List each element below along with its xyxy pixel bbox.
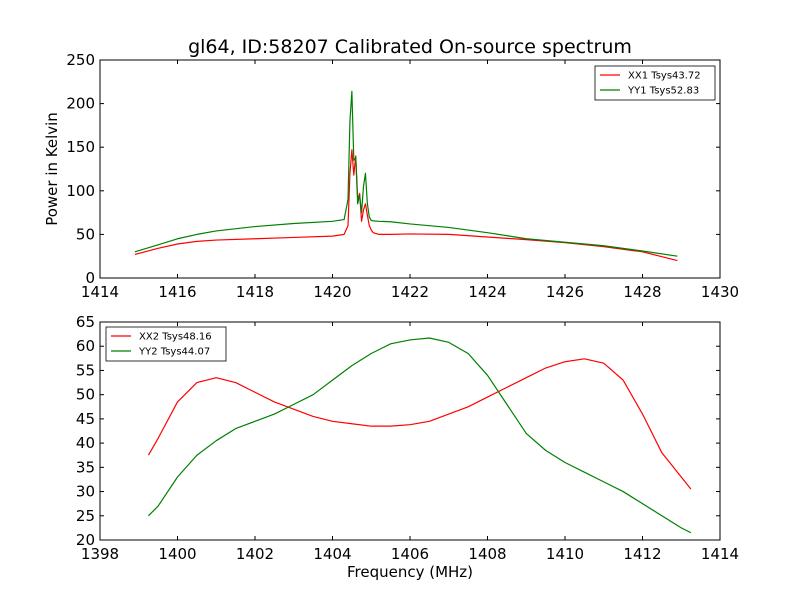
plot1-xtick-label: 1410 xyxy=(546,545,584,563)
plot0-xtick-label: 1420 xyxy=(313,283,351,301)
plot1-legend-label-0: XX2 Tsys48.16 xyxy=(139,332,212,343)
plot1-legend-box xyxy=(105,326,227,362)
bottom-xlabel: Frequency (MHz) xyxy=(347,563,473,581)
plot1-legend-label-1: YY2 Tsys44.07 xyxy=(138,347,210,358)
plot1-xtick-label: 1398 xyxy=(81,545,119,563)
plot0-xtick-label: 1422 xyxy=(391,283,429,301)
plot1-ytick-label: 20 xyxy=(76,531,95,549)
plot1-xtick-label: 1406 xyxy=(391,545,429,563)
bottom-plot: 1398 1400 1402 1404 1406 1408 1410 1412 1414 20 25… xyxy=(76,313,739,563)
plot1-xtick-label: 1402 xyxy=(236,545,274,563)
plot0-series-1-line xyxy=(134,90,678,257)
plot1-ytick-label: 55 xyxy=(76,361,95,379)
plot0-xtick-label: 1426 xyxy=(546,283,584,301)
top-ylabel: Power in Kelvin xyxy=(43,112,61,226)
plot1-xtick-label: 1404 xyxy=(313,545,351,563)
top-plot: 1414 1416 1418 1420 1422 1424 1426 1428 1430 0 50 1… xyxy=(66,51,739,301)
plot1-ytick-label: 30 xyxy=(76,483,95,501)
plot0-ytick-label: 200 xyxy=(66,95,95,113)
plot1-series-1-line xyxy=(148,337,692,534)
plot0-xtick-label: 1416 xyxy=(158,283,196,301)
plot0-xtick-label: 1430 xyxy=(701,283,739,301)
plot1-xtick-label: 1408 xyxy=(468,545,506,563)
plot0-series-0-line xyxy=(134,149,678,262)
plot0-legend-box xyxy=(594,65,716,101)
plot0-xtick-label: 1414 xyxy=(81,283,119,301)
plot1-ytick-label: 60 xyxy=(76,337,95,355)
plot1-ytick-label: 50 xyxy=(76,386,95,404)
plot1-xtick-label: 1400 xyxy=(158,545,196,563)
plot0-xtick-label: 1418 xyxy=(236,283,274,301)
plot0-xtick-label: 1424 xyxy=(468,283,506,301)
plot0-xtick-label: 1428 xyxy=(623,283,661,301)
plot0-ytick-label: 100 xyxy=(66,182,95,200)
plot0-ytick-label: 0 xyxy=(85,269,95,287)
plot1-xtick-label: 1414 xyxy=(701,545,739,563)
plot1-ytick-label: 45 xyxy=(76,410,95,428)
page-title: gl64, ID:58207 Calibrated On-source spec… xyxy=(188,36,632,58)
plot1-ytick-label: 40 xyxy=(76,434,95,452)
plot0-legend-label-1: YY1 Tsys52.83 xyxy=(627,86,699,97)
plot0-legend-label-0: XX1 Tsys43.72 xyxy=(628,71,701,82)
plot1-ytick-label: 35 xyxy=(76,458,95,476)
plot1-ytick-label: 25 xyxy=(76,507,95,525)
plot0-ytick-label: 250 xyxy=(66,51,95,69)
plot1-xtick-label: 1412 xyxy=(623,545,661,563)
plot0-ytick-label: 150 xyxy=(66,138,95,156)
plot1-ytick-label: 65 xyxy=(76,313,95,331)
plot1-series-0-line xyxy=(147,358,692,490)
plot0-ytick-label: 50 xyxy=(76,225,95,243)
